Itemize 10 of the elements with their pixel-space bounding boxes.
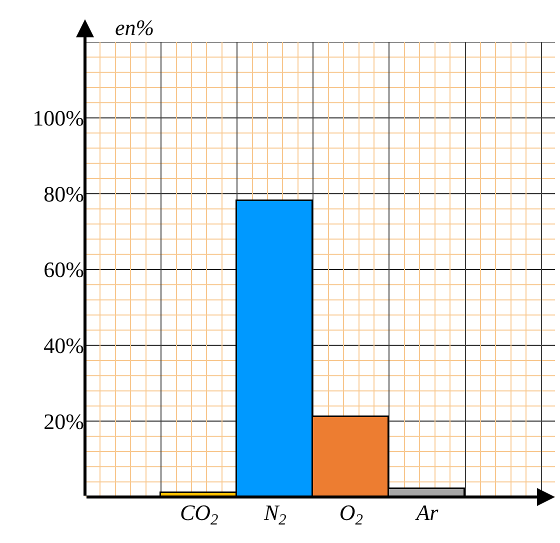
y-tick-label: 80%: [44, 181, 84, 206]
x-tick-label: Ar: [414, 500, 439, 525]
y-axis-title: en%: [115, 15, 154, 40]
x-tick-label: CO$_{2}$: [180, 500, 219, 529]
y-tick-label: 100%: [32, 106, 84, 131]
y-tick-label: 60%: [44, 257, 84, 282]
y-tick-label: 40%: [44, 333, 84, 358]
y-tick-label: 20%: [44, 408, 84, 434]
x-tick-label: N$_{2}$: [262, 500, 287, 529]
x-tick-label: O$_{2}$: [339, 500, 364, 529]
